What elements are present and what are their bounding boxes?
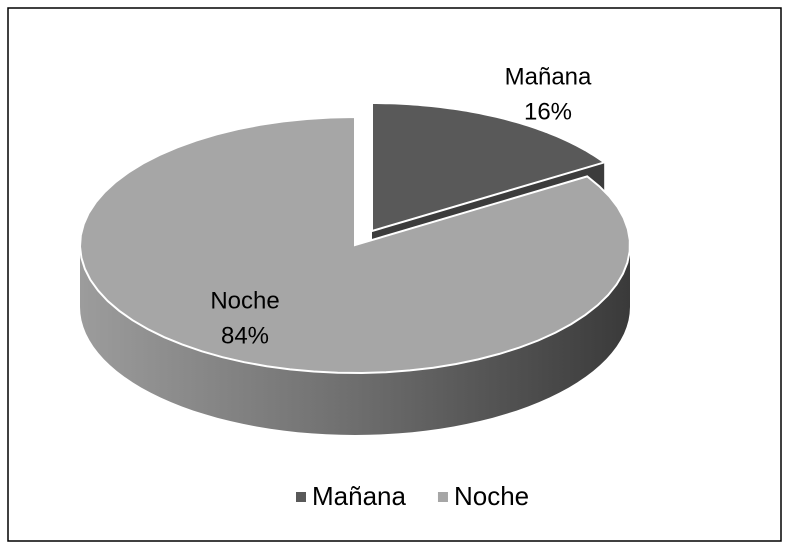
legend-label: Mañana [312, 481, 406, 511]
slice [78, 115, 631, 375]
data-label-value: 16% [524, 98, 572, 125]
data-label-category: Noche [210, 287, 279, 314]
legend-marker [296, 492, 306, 502]
slice [371, 102, 607, 233]
slice-wall [80, 245, 630, 435]
data-label-value: 84% [221, 322, 269, 349]
legend-marker [437, 492, 448, 502]
legend-label: Noche [454, 481, 529, 511]
data-label-category: Mañana [505, 63, 592, 90]
